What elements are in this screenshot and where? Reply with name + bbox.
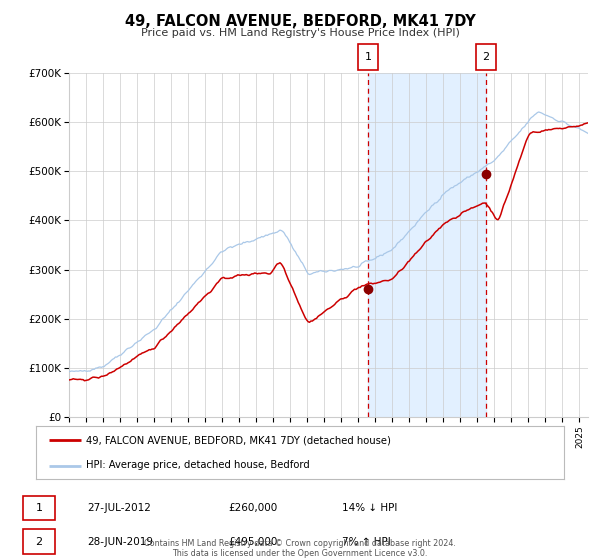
Text: £495,000: £495,000	[228, 536, 277, 547]
Text: Contains HM Land Registry data © Crown copyright and database right 2024.
This d: Contains HM Land Registry data © Crown c…	[144, 539, 456, 558]
Text: 49, FALCON AVENUE, BEDFORD, MK41 7DY (detached house): 49, FALCON AVENUE, BEDFORD, MK41 7DY (de…	[86, 436, 391, 446]
Text: Price paid vs. HM Land Registry's House Price Index (HPI): Price paid vs. HM Land Registry's House …	[140, 28, 460, 38]
Text: 49, FALCON AVENUE, BEDFORD, MK41 7DY: 49, FALCON AVENUE, BEDFORD, MK41 7DY	[125, 14, 475, 29]
Text: HPI: Average price, detached house, Bedford: HPI: Average price, detached house, Bedf…	[86, 460, 310, 470]
FancyBboxPatch shape	[476, 44, 496, 70]
Text: 28-JUN-2019: 28-JUN-2019	[87, 536, 153, 547]
Text: £260,000: £260,000	[228, 503, 277, 513]
Text: 1: 1	[364, 52, 371, 62]
Text: 2: 2	[482, 52, 489, 62]
Bar	[368, 73, 486, 417]
Text: 7% ↑ HPI: 7% ↑ HPI	[342, 536, 391, 547]
Text: 2: 2	[35, 536, 43, 547]
Text: 14% ↓ HPI: 14% ↓ HPI	[342, 503, 397, 513]
Text: 1: 1	[35, 503, 43, 513]
FancyBboxPatch shape	[358, 44, 378, 70]
Text: 27-JUL-2012: 27-JUL-2012	[87, 503, 151, 513]
